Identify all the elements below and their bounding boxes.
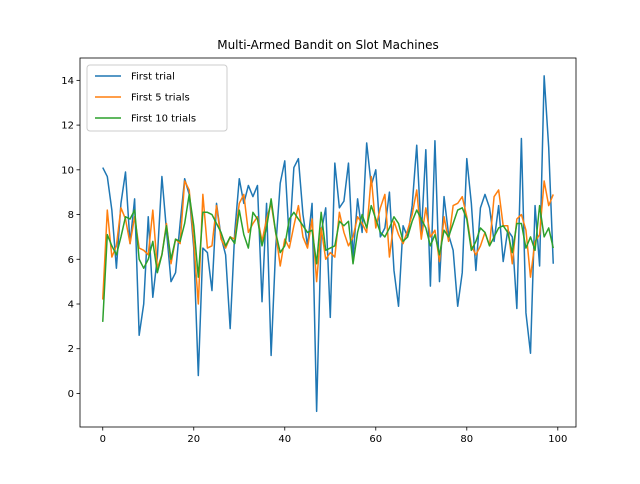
- x-tick-label: 100: [548, 434, 567, 445]
- legend-label-1: First trial: [131, 72, 175, 83]
- series-line-1: [102, 75, 554, 413]
- y-axis-ticks: 0 2 4 6 8 10 12 14: [61, 76, 80, 400]
- legend: First trial First 5 trials First 10 trials: [86, 64, 228, 132]
- plot-frame: [79, 57, 577, 428]
- x-tick-label: 40: [278, 434, 291, 445]
- legend-label-2: First 5 trials: [131, 93, 190, 104]
- y-tick-label: 4: [68, 300, 74, 311]
- y-tick-label: 12: [61, 121, 74, 132]
- chart-title: Multi-Armed Bandit on Slot Machines: [217, 38, 439, 52]
- legend-box: [86, 64, 228, 132]
- x-tick-label: 80: [460, 434, 473, 445]
- x-tick-label: 0: [100, 434, 106, 445]
- series-line-2: [102, 175, 554, 305]
- y-tick-label: 2: [68, 344, 74, 355]
- legend-label-3: First 10 trials: [131, 114, 196, 125]
- series-layer: [102, 75, 554, 413]
- x-tick-label: 20: [187, 434, 200, 445]
- y-tick-label: 6: [68, 255, 74, 266]
- y-tick-label: 8: [68, 210, 74, 221]
- x-tick-label: 60: [369, 434, 382, 445]
- y-tick-label: 14: [61, 76, 74, 87]
- y-tick-label: 10: [61, 165, 74, 176]
- y-tick-label: 0: [68, 389, 74, 400]
- x-axis-ticks: 0 20 40 60 80 100: [100, 427, 567, 445]
- series-line-3: [102, 193, 554, 322]
